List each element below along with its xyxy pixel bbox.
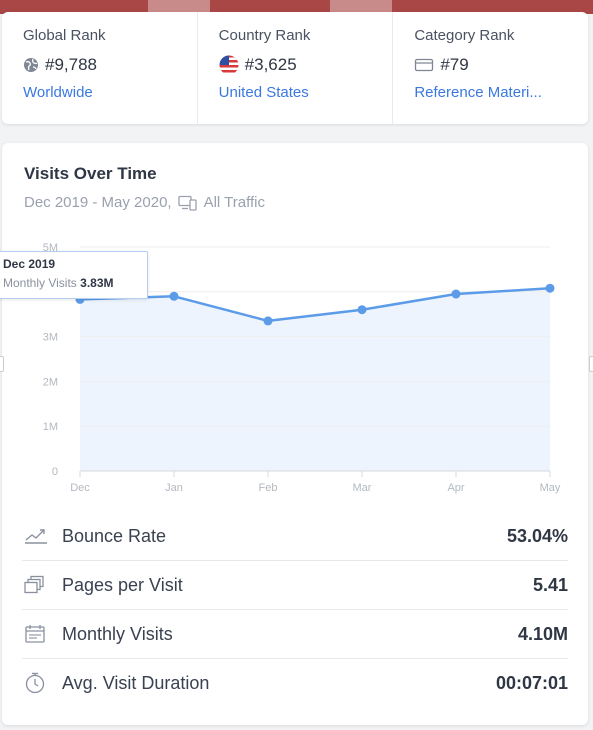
tooltip-row: Monthly Visits 3.83M [3, 276, 114, 290]
area-fill [80, 288, 550, 471]
top-strip [0, 0, 593, 14]
top-strip-tab [148, 0, 210, 14]
visits-title: Visits Over Time [24, 164, 157, 183]
metric-row-monthly-visits: Monthly Visits 4.10M [22, 610, 568, 659]
category-rank: Category Rank #79 Reference Materi... [393, 12, 588, 124]
data-point [357, 305, 367, 315]
all-traffic-icon [177, 195, 197, 211]
rank-value: #9,788 [23, 55, 197, 75]
resize-handle-left[interactable] [0, 356, 4, 372]
visits-subtitle: Dec 2019 - May 2020, All Traffic [24, 194, 265, 211]
x-tick-label: Mar [353, 482, 372, 494]
globe-icon [24, 58, 38, 72]
metric-value: 00:07:01 [495, 672, 568, 693]
data-point [169, 291, 179, 301]
stopwatch-icon [24, 672, 50, 694]
pages-per-visit-icon [24, 574, 50, 596]
tooltip-label: Monthly Visits [3, 276, 77, 290]
metric-label: Monthly Visits [62, 623, 173, 644]
x-tick-label: Feb [259, 482, 278, 494]
calendar-icon [24, 623, 50, 645]
metric-value: 5.41 [532, 574, 568, 595]
date-range: Dec 2019 - May 2020, [24, 194, 172, 211]
rank-card: Global Rank #9,788 Worldwide Country Ran… [2, 12, 588, 124]
resize-handle-right[interactable] [589, 356, 593, 372]
bounce-rate-icon [24, 525, 50, 547]
tooltip-value: 3.83M [80, 276, 114, 290]
y-tick-label: 0 [52, 466, 58, 478]
data-point [545, 283, 555, 293]
global-rank: Global Rank #9,788 Worldwide [2, 12, 198, 124]
rank-title: Global Rank [23, 27, 106, 44]
series-line [79, 286, 551, 323]
rank-value: #79 [414, 55, 588, 75]
metric-value: 53.04% [506, 525, 568, 546]
rank-title: Category Rank [414, 27, 515, 44]
visits-card: Visits Over Time Dec 2019 - May 2020, Al… [0, 143, 588, 725]
metric-label: Pages per Visit [62, 574, 183, 595]
us-flag-icon [219, 55, 239, 75]
reference-materials-link[interactable]: Reference Materi... [414, 84, 542, 101]
chart-tooltip: Dec 2019 Monthly Visits 3.83M [0, 251, 148, 299]
category-icon [415, 58, 434, 72]
metric-value: 4.10M [517, 623, 568, 644]
traffic-type: All Traffic [203, 194, 265, 211]
united-states-link[interactable]: United States [218, 84, 309, 101]
tooltip-date: Dec 2019 [3, 257, 56, 271]
y-tick-label: 1M [43, 421, 58, 433]
x-tick-label: Apr [447, 482, 464, 494]
worldwide-link[interactable]: Worldwide [23, 84, 93, 101]
x-tick-label: Jan [165, 482, 183, 494]
metric-label: Avg. Visit Duration [62, 672, 210, 693]
country-rank: Country Rank #3,625 United States [198, 12, 394, 124]
y-tick-label: 3M [43, 332, 58, 344]
metric-row-pages-per-visit: Pages per Visit 5.41 [22, 561, 568, 610]
country-rank-value: #3,625 [244, 55, 297, 74]
x-tick-label: May [540, 482, 561, 494]
data-point [263, 316, 273, 326]
global-rank-value: #9,788 [45, 55, 97, 74]
top-strip-tab [330, 0, 392, 14]
metric-label: Bounce Rate [62, 525, 167, 546]
rank-title: Country Rank [218, 27, 311, 44]
metric-row-avg-visit-duration: Avg. Visit Duration 00:07:01 [22, 659, 568, 707]
x-tick-label: Dec [70, 482, 90, 494]
y-tick-label: 2M [43, 376, 58, 388]
data-point [451, 289, 461, 299]
rank-value: #3,625 [219, 55, 393, 75]
category-rank-value: #79 [440, 55, 469, 74]
metric-row-bounce-rate: Bounce Rate 53.04% [22, 512, 568, 561]
